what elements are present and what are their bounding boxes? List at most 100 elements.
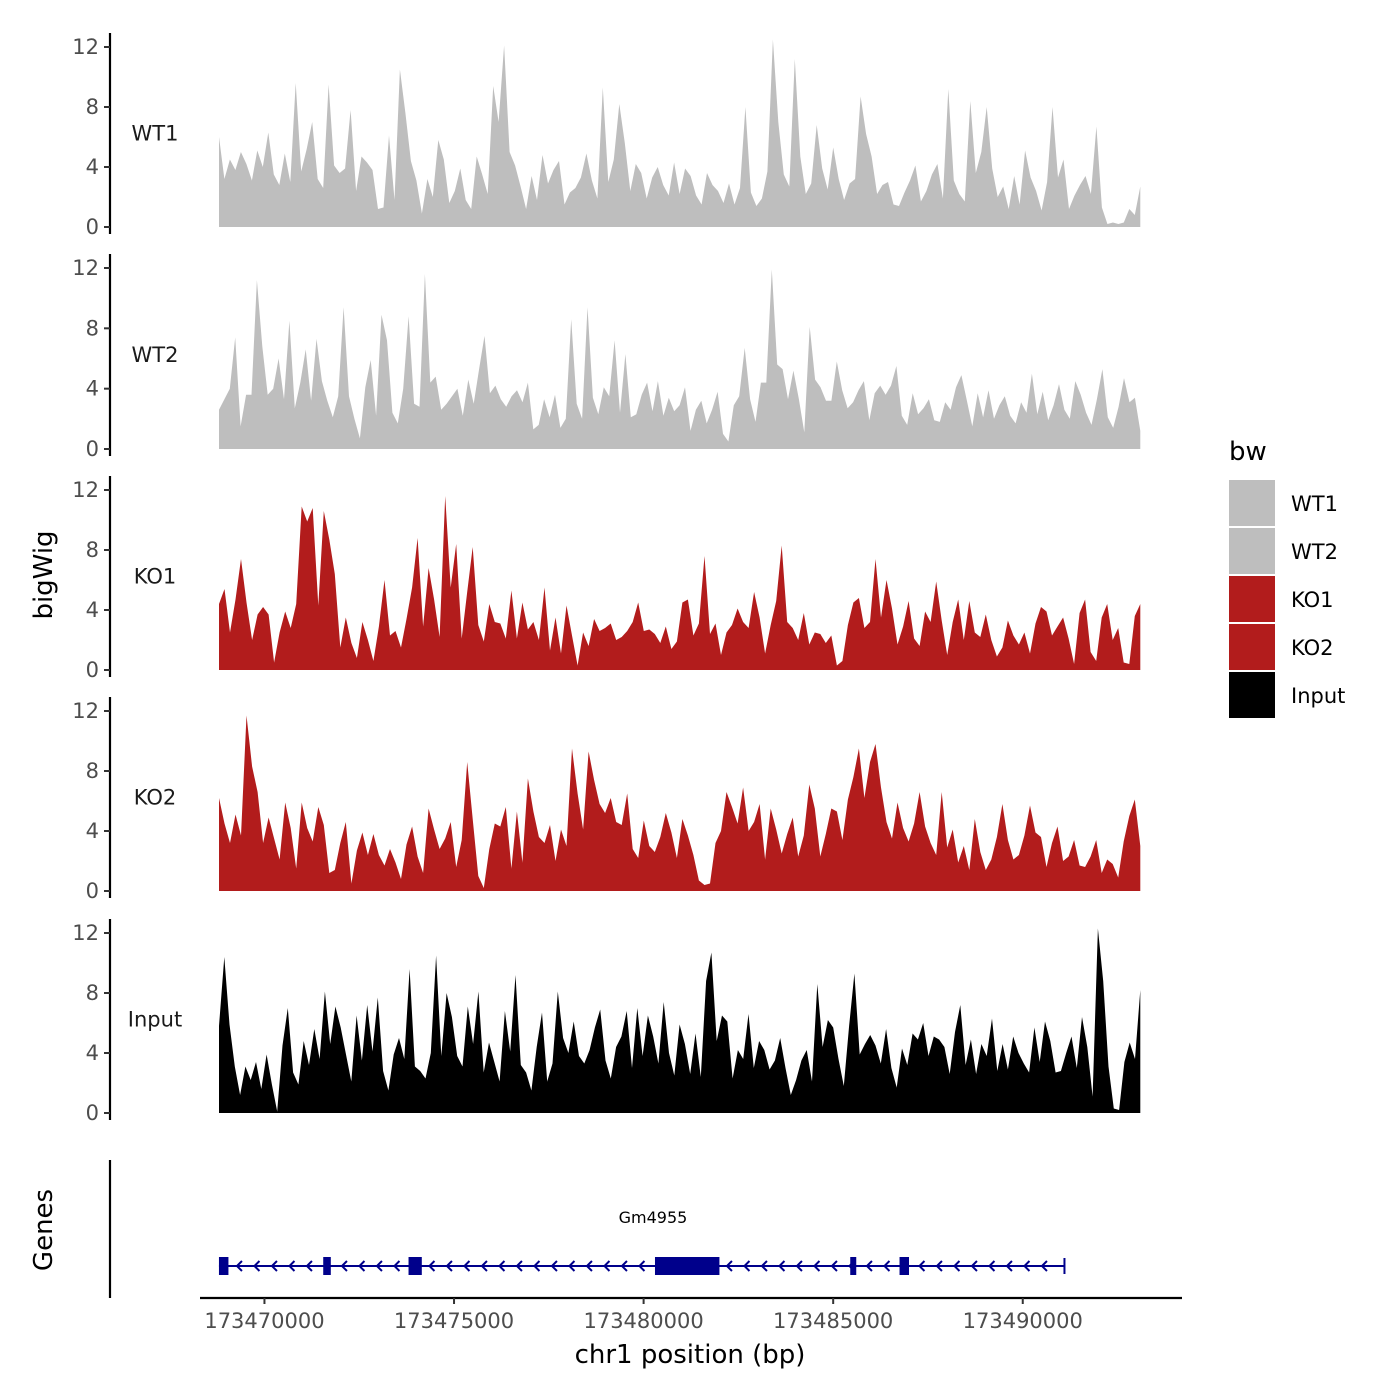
track-label: WT2 (132, 343, 179, 367)
gene-exon (323, 1257, 331, 1275)
y-tick-label: 4 (86, 1041, 99, 1065)
bigwig-tracks: 0 4 8 12 WT1 0 4 8 12 WT2 0 4 8 12 KO1 0 4 8 12 KO2 0 4 8 12 Inp… (72, 33, 1141, 1125)
y-tick-label: 4 (86, 598, 99, 622)
x-tick-label: 173490000 (963, 1309, 1083, 1333)
y-tick-label: 8 (86, 538, 99, 562)
gene-exon (218, 1257, 229, 1275)
track-label: KO1 (134, 565, 177, 589)
strand-arrow (935, 1260, 943, 1272)
legend-label: Input (1291, 684, 1345, 708)
strand-arrow (918, 1260, 926, 1272)
strand-arrow (830, 1260, 838, 1272)
strand-arrow (340, 1260, 348, 1272)
y-tick-label: 12 (72, 35, 99, 59)
y-tick-label: 12 (72, 256, 99, 280)
strand-arrow (620, 1260, 628, 1272)
track-wt1: 0 4 8 12 WT1 (72, 33, 1141, 239)
gene-exon (408, 1257, 422, 1275)
strand-arrow (393, 1260, 401, 1272)
gene-exon (899, 1257, 910, 1275)
y-tick-label: 8 (86, 981, 99, 1005)
track-label: Input (128, 1008, 182, 1032)
strand-arrow (445, 1260, 453, 1272)
gene-exon (654, 1257, 720, 1275)
strand-arrow (498, 1260, 506, 1272)
strand-arrow (883, 1260, 891, 1272)
strand-arrow (743, 1260, 751, 1272)
legend-key-wt1 (1229, 480, 1275, 526)
legend-title: bw (1229, 437, 1267, 467)
strand-arrow (760, 1260, 768, 1272)
strand-arrow (1005, 1260, 1013, 1272)
track-label: KO2 (134, 786, 177, 810)
strand-arrow (865, 1260, 873, 1272)
legend-key-ko1 (1229, 576, 1275, 622)
strand-arrow (1040, 1260, 1048, 1272)
legend-label: WT1 (1291, 492, 1338, 516)
strand-arrow (463, 1260, 471, 1272)
y-tick-label: 0 (86, 215, 99, 239)
coverage-area-input (219, 928, 1141, 1113)
strand-arrow (970, 1260, 978, 1272)
strand-arrow (568, 1260, 576, 1272)
x-axis-title: chr1 position (bp) (575, 1340, 806, 1370)
y-axis-title-bigwig: bigWig (29, 530, 59, 619)
x-tick-label: 173470000 (204, 1309, 324, 1333)
strand-arrow (550, 1260, 558, 1272)
y-tick-label: 0 (86, 879, 99, 903)
y-tick-label: 4 (86, 377, 99, 401)
y-tick-label: 0 (86, 437, 99, 461)
legend-key-wt2 (1229, 528, 1275, 574)
y-tick-label: 12 (72, 699, 99, 723)
legend-label: KO2 (1291, 636, 1334, 660)
y-tick-label: 0 (86, 1101, 99, 1125)
strand-arrow (988, 1260, 996, 1272)
y-tick-label: 0 (86, 658, 99, 682)
coverage-area-wt2 (219, 269, 1141, 449)
y-tick-label: 8 (86, 95, 99, 119)
strand-arrow (288, 1260, 296, 1272)
x-axis: 173470000 173475000 173480000 173485000 1734… (200, 1296, 1182, 1333)
legend-key-ko2 (1229, 624, 1275, 670)
strand-arrow (813, 1260, 821, 1272)
strand-arrow (253, 1260, 261, 1272)
x-tick-label: 173485000 (773, 1309, 893, 1333)
gene-track: Gm4955 (108, 1160, 1066, 1298)
strand-arrow (585, 1260, 593, 1272)
legend: bw WT1 WT2 KO1 KO2 Input (1229, 437, 1345, 718)
legend-label: WT2 (1291, 540, 1338, 564)
y-tick-label: 12 (72, 921, 99, 945)
strand-arrow (795, 1260, 803, 1272)
strand-arrow (235, 1260, 243, 1272)
strand-arrow (480, 1260, 488, 1272)
strand-arrow (533, 1260, 541, 1272)
track-input: 0 4 8 12 Input (72, 919, 1141, 1125)
track-ko1: 0 4 8 12 KO1 (72, 476, 1141, 682)
y-tick-label: 8 (86, 316, 99, 340)
y-tick-label: 8 (86, 759, 99, 783)
gene-exon (850, 1257, 857, 1275)
track-ko2: 0 4 8 12 KO2 (72, 697, 1141, 903)
track-wt2: 0 4 8 12 WT2 (72, 254, 1141, 461)
x-tick-label: 173480000 (583, 1309, 703, 1333)
y-axis-title-genes: Genes (29, 1189, 59, 1271)
strand-arrow (638, 1260, 646, 1272)
gene-name-label: Gm4955 (619, 1208, 688, 1227)
strand-arrow (375, 1260, 383, 1272)
strand-arrow (953, 1260, 961, 1272)
legend-key-input (1229, 672, 1275, 718)
strand-arrow (428, 1260, 436, 1272)
strand-arrow (603, 1260, 611, 1272)
strand-arrow (515, 1260, 523, 1272)
y-tick-label: 4 (86, 155, 99, 179)
strand-arrow (358, 1260, 366, 1272)
strand-arrow (778, 1260, 786, 1272)
coverage-area-ko1 (219, 496, 1141, 670)
legend-label: KO1 (1291, 588, 1334, 612)
track-label: WT1 (132, 122, 179, 146)
strand-arrow (1023, 1260, 1031, 1272)
y-tick-label: 4 (86, 819, 99, 843)
strand-arrow (725, 1260, 733, 1272)
strand-arrow (305, 1260, 313, 1272)
